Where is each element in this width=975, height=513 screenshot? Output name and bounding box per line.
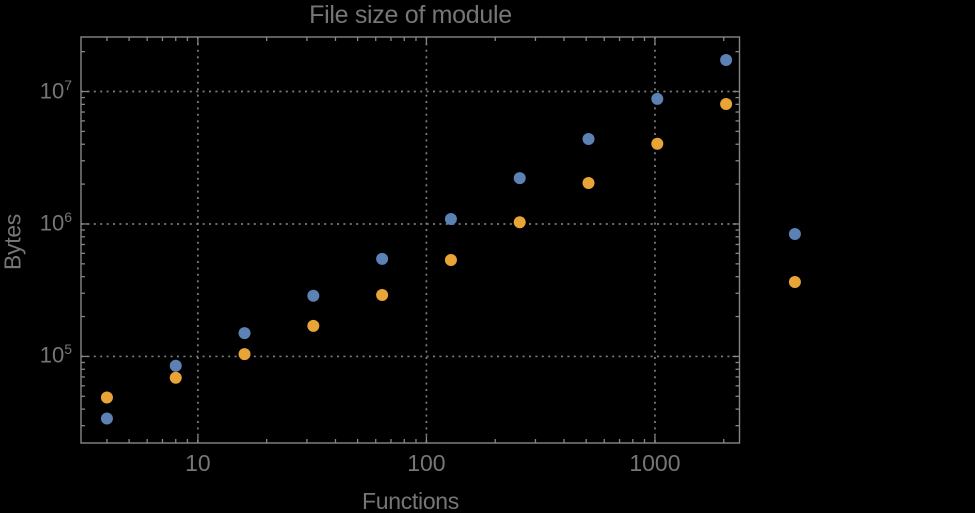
data-point-orange <box>444 253 457 266</box>
y-tick-label: 107 <box>39 76 72 103</box>
data-point-blue <box>788 228 801 241</box>
data-point-blue <box>238 327 251 340</box>
data-point-orange <box>100 391 113 404</box>
data-point-blue <box>513 172 526 185</box>
x-tick-label: 10 <box>185 450 211 476</box>
data-point-orange <box>169 371 182 384</box>
data-point-blue <box>582 133 595 146</box>
plot-frame-border <box>80 36 741 444</box>
data-point-orange <box>376 288 389 301</box>
data-point-orange <box>513 216 526 229</box>
data-point-blue <box>376 252 389 265</box>
data-point-orange <box>720 97 733 110</box>
x-tick-label: 100 <box>407 450 446 476</box>
data-point-blue <box>651 92 664 105</box>
data-point-orange <box>307 319 320 332</box>
chart-title: File size of module <box>309 1 512 29</box>
y-tick-label: 105 <box>39 341 72 368</box>
data-point-orange <box>788 275 801 288</box>
data-point-blue <box>720 53 733 66</box>
data-point-blue <box>307 289 320 302</box>
data-point-orange <box>582 176 595 189</box>
data-point-blue <box>100 412 113 425</box>
data-point-blue <box>444 213 457 226</box>
data-point-blue <box>169 359 182 372</box>
x-axis-label: Functions <box>361 488 459 513</box>
y-tick-label: 106 <box>39 208 72 236</box>
data-point-orange <box>651 137 664 150</box>
x-tick-label: 1000 <box>629 450 681 476</box>
data-point-orange <box>238 348 251 361</box>
